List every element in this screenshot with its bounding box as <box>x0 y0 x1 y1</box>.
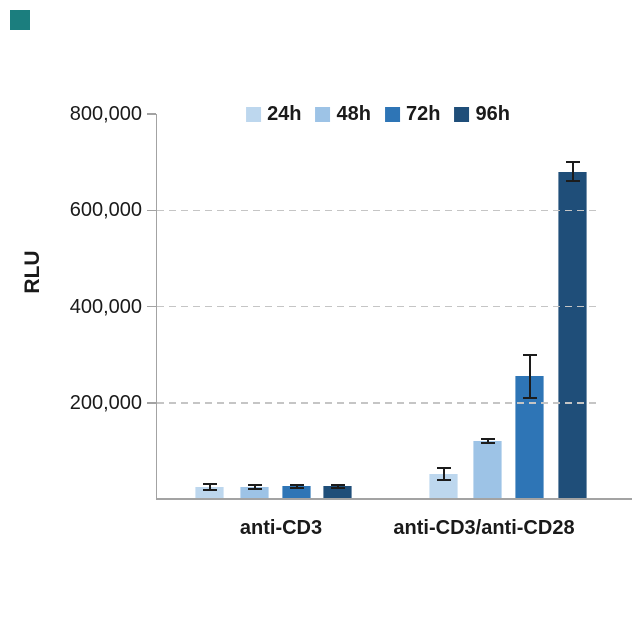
y-tick-label: 600,000 <box>69 199 142 222</box>
legend-swatch-72h <box>385 107 400 122</box>
legend-label: 48h <box>336 103 371 125</box>
bar-anti-CD3-72h <box>282 486 311 499</box>
bar-anti-CD3/anti-CD28-48h <box>473 441 502 499</box>
legend-swatch-48h <box>315 107 331 122</box>
brand-mark <box>10 10 30 30</box>
error-bar-segment <box>336 483 339 490</box>
legend-label: 24h <box>267 103 302 125</box>
gridline <box>157 402 600 404</box>
y-tick-label: 200,000 <box>69 391 142 414</box>
bar-anti-CD3/anti-CD28-96h <box>558 171 587 499</box>
error-bar-segment <box>295 483 298 490</box>
legend-item-72h: 72h <box>385 103 440 126</box>
error-bar-anti-CD3/anti-CD28-96h <box>565 161 580 183</box>
error-bar-anti-CD3/anti-CD28-24h <box>436 466 451 482</box>
y-tick <box>147 402 156 404</box>
legend-label: 96h <box>475 103 510 125</box>
legend: 24h 48h 72h 96h <box>246 103 510 126</box>
y-tick <box>147 305 156 308</box>
bar-anti-CD3-96h <box>323 486 352 499</box>
gridline <box>157 209 600 211</box>
x-category-label-anti-CD3: anti-CD3 <box>239 517 323 539</box>
error-bar-segment <box>208 483 211 491</box>
y-tick-label: 800,000 <box>69 103 142 125</box>
error-bar-segment <box>571 161 574 183</box>
y-axis-line <box>155 114 157 499</box>
legend-item-96h: 96h <box>454 103 510 126</box>
error-bar-anti-CD3/anti-CD28-48h <box>480 438 495 445</box>
error-bar-anti-CD3/anti-CD28-72h <box>522 353 537 399</box>
gridline <box>157 305 600 308</box>
error-bar-anti-CD3-72h <box>289 483 304 490</box>
error-bar-segment <box>442 466 445 482</box>
legend-item-48h: 48h <box>315 103 371 126</box>
y-tick <box>147 209 156 211</box>
y-axis-title: RLU <box>21 250 44 294</box>
x-axis-line <box>156 498 632 500</box>
error-bar-anti-CD3-96h <box>330 483 345 490</box>
x-category-label-anti-CD3/anti-CD28: anti-CD3/anti-CD28 <box>393 517 575 539</box>
y-tick-label: 400,000 <box>69 295 142 318</box>
bar-anti-CD3-24h <box>195 486 224 499</box>
error-bar-anti-CD3-48h <box>247 484 262 490</box>
error-bar-segment <box>253 484 256 490</box>
legend-item-24h: 24h <box>246 103 302 126</box>
error-bar-anti-CD3-24h <box>202 483 217 491</box>
error-bar-segment <box>528 353 531 399</box>
error-bar-segment <box>486 438 489 445</box>
legend-swatch-24h <box>246 107 262 122</box>
legend-label: 72h <box>406 103 441 125</box>
y-tick <box>147 113 156 115</box>
legend-swatch-96h <box>454 107 470 122</box>
bar-anti-CD3-48h <box>240 486 269 499</box>
